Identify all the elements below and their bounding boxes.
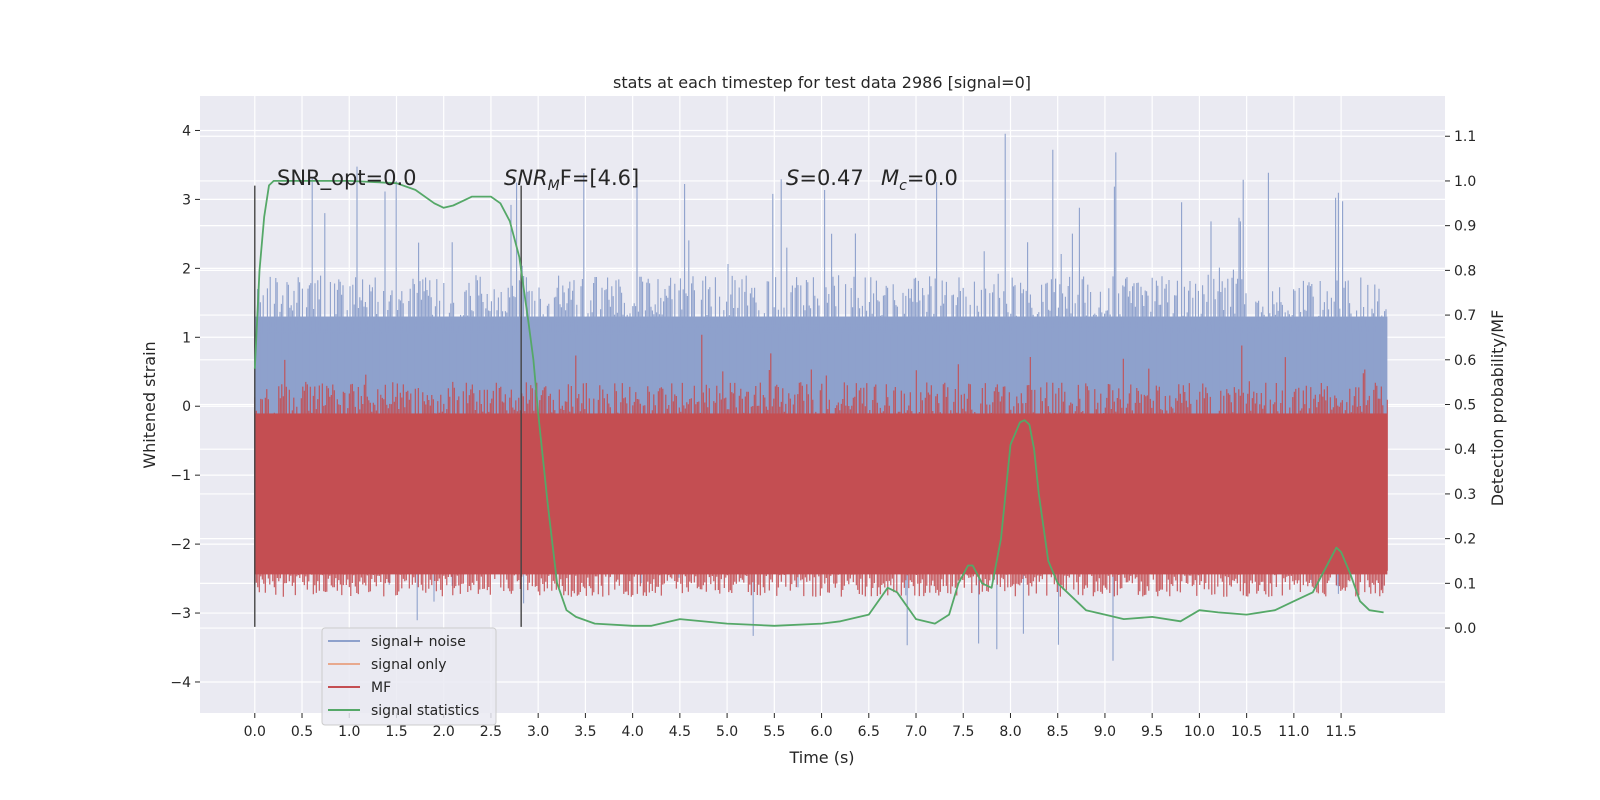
y-tick-label-6: 2 xyxy=(182,261,191,277)
y2-tick-label-11: 1.1 xyxy=(1454,129,1476,145)
snr-mf-symbol: SNR xyxy=(504,166,548,190)
annotation-s: S=0.47 xyxy=(786,166,864,190)
y-axis-label: Whitened strain xyxy=(140,341,159,468)
legend: signal+ noise signal only MF signal stat… xyxy=(321,627,497,726)
x-tick-label-17: 8.5 xyxy=(1047,724,1069,740)
y-tick-label-5: 1 xyxy=(182,330,191,346)
y2-tick-label-0: 0.0 xyxy=(1454,621,1476,637)
mc-subscript: c xyxy=(899,178,907,194)
x-tick-label-12: 6.0 xyxy=(810,724,832,740)
annotation-snr-opt: SNR_opt=0.0 xyxy=(277,166,417,191)
y-tick-label-0: −4 xyxy=(170,675,191,691)
y-tick-label-4: 0 xyxy=(182,399,191,415)
y2-tick-label-7: 0.7 xyxy=(1454,308,1476,324)
x-axis-label: Time (s) xyxy=(788,748,854,767)
x-tick-label-9: 4.5 xyxy=(669,724,691,740)
legend-label-signal-statistics: signal statistics xyxy=(371,703,479,719)
x-tick-label-23: 11.5 xyxy=(1326,724,1357,740)
x-tick-label-6: 3.0 xyxy=(527,724,549,740)
x-tick-label-18: 9.0 xyxy=(1094,724,1116,740)
x-tick-label-0: 0.0 xyxy=(244,724,266,740)
y-tick-label-3: −1 xyxy=(170,468,191,484)
series-signal-statistics xyxy=(253,180,1384,627)
x-tick-label-19: 9.5 xyxy=(1141,724,1163,740)
mc-value: =0.0 xyxy=(907,166,958,190)
y2-axis-label: Detection probability/MF xyxy=(1488,310,1507,507)
y-tick-label-1: −3 xyxy=(170,606,191,622)
signal-statistics-line xyxy=(253,180,1384,627)
x-tick-label-13: 6.5 xyxy=(858,724,880,740)
y2-tick-label-8: 0.8 xyxy=(1454,263,1476,279)
x-tick-label-20: 10.0 xyxy=(1184,724,1215,740)
vertical-markers xyxy=(254,185,522,627)
legend-label-mf: MF xyxy=(371,680,391,696)
y2-tick-label-10: 1.0 xyxy=(1454,174,1476,190)
y-tick-label-8: 4 xyxy=(182,123,191,139)
y2-tick-label-9: 0.9 xyxy=(1454,219,1476,235)
snr-mf-subscript: M xyxy=(548,178,560,194)
series-mf xyxy=(254,334,1388,597)
s-value: =0.47 xyxy=(799,166,863,190)
y2-tick-label-2: 0.2 xyxy=(1454,532,1476,548)
y-tick-label-2: −2 xyxy=(170,537,191,553)
chart-title: stats at each timestep for test data 298… xyxy=(613,73,1031,92)
annotation-mc: Mc=0.0 xyxy=(881,166,958,194)
y-tick-label-7: 3 xyxy=(182,192,191,208)
y2-tick-label-5: 0.5 xyxy=(1454,398,1476,414)
x-tick-label-8: 4.0 xyxy=(621,724,643,740)
x-tick-label-4: 2.0 xyxy=(433,724,455,740)
x-tick-label-22: 11.0 xyxy=(1278,724,1309,740)
x-tick-label-2: 1.0 xyxy=(338,724,360,740)
x-tick-label-11: 5.5 xyxy=(763,724,785,740)
x-axis-ticks: 0.0 0.5 1.0 1.5 2.0 2.5 3.0 3.5 4.0 4.5 5.0 5.5 6.0 6… xyxy=(244,713,1357,740)
y-axis-ticks: −4 −3 −2 −1 0 1 2 3 4 xyxy=(170,123,200,691)
mc-symbol: M xyxy=(881,166,899,190)
x-tick-label-7: 3.5 xyxy=(574,724,596,740)
y2-tick-label-6: 0.6 xyxy=(1454,353,1476,369)
y2-tick-label-3: 0.3 xyxy=(1454,487,1476,503)
snr-mf-value: F=[4.6] xyxy=(560,166,639,190)
y2-tick-label-4: 0.4 xyxy=(1454,442,1476,458)
legend-box xyxy=(321,627,497,726)
s-symbol: S xyxy=(786,166,799,190)
y2-tick-label-1: 0.1 xyxy=(1454,576,1476,592)
x-tick-label-21: 10.5 xyxy=(1231,724,1262,740)
y2-axis-ticks: 0.0 0.1 0.2 0.3 0.4 0.5 0.6 0.7 0.8 0.9 1.0 1.1 xyxy=(1445,129,1476,637)
x-tick-label-16: 8.0 xyxy=(999,724,1021,740)
legend-label-signal-noise: signal+ noise xyxy=(371,634,466,650)
legend-label-signal-only: signal only xyxy=(371,657,446,673)
x-tick-label-1: 0.5 xyxy=(291,724,313,740)
x-tick-label-14: 7.0 xyxy=(905,724,927,740)
annotation-snr-mf: SNRMF=[4.6] xyxy=(504,166,639,194)
x-tick-label-15: 7.5 xyxy=(952,724,974,740)
x-tick-label-5: 2.5 xyxy=(480,724,502,740)
x-tick-label-10: 5.0 xyxy=(716,724,738,740)
x-tick-label-3: 1.5 xyxy=(385,724,407,740)
